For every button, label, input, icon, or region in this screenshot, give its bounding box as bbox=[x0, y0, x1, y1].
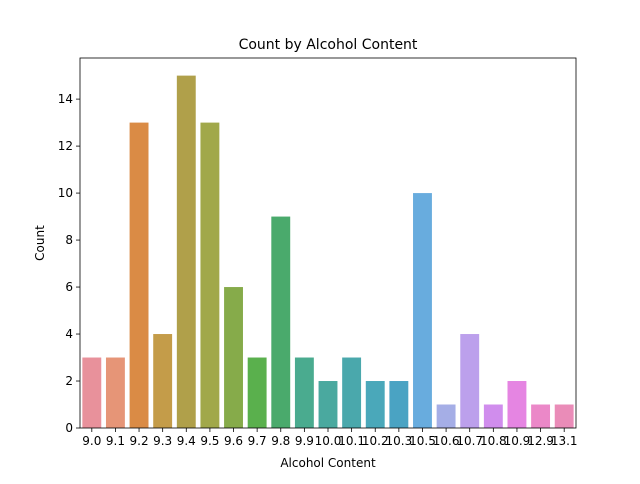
x-tick-label: 9.7 bbox=[248, 434, 267, 448]
x-tick-label: 13.1 bbox=[551, 434, 578, 448]
bar-10.8 bbox=[483, 404, 503, 428]
bar-10.6 bbox=[436, 404, 456, 428]
x-tick-label: 10.3 bbox=[385, 434, 412, 448]
bar-10.7 bbox=[460, 334, 480, 428]
bar-9.7 bbox=[247, 357, 267, 428]
x-axis-label: Alcohol Content bbox=[280, 456, 376, 470]
x-tick-label: 9.3 bbox=[153, 434, 172, 448]
x-tick-label: 10.0 bbox=[315, 434, 342, 448]
x-tick-label: 12.9 bbox=[527, 434, 554, 448]
y-tick-label: 12 bbox=[58, 139, 73, 153]
y-tick-label: 4 bbox=[65, 327, 73, 341]
bar-13.1 bbox=[554, 404, 574, 428]
bar-10.5 bbox=[413, 193, 432, 428]
bar-9.5 bbox=[200, 122, 220, 428]
bar-10.0 bbox=[318, 381, 338, 428]
x-tick-label: 10.7 bbox=[456, 434, 483, 448]
x-tick-label: 10.5 bbox=[409, 434, 436, 448]
x-tick-label: 10.2 bbox=[362, 434, 389, 448]
bar-9.4 bbox=[176, 75, 196, 428]
chart-title: Count by Alcohol Content bbox=[239, 37, 418, 53]
x-tick-label: 9.5 bbox=[200, 434, 219, 448]
x-axis: 9.0 9.1 9.2 9.3 9.4 9.5 9.6 9.7 9.8 9.9 10.010.110… bbox=[82, 428, 578, 448]
bar-10.9 bbox=[507, 381, 527, 428]
y-tick-label: 0 bbox=[65, 421, 73, 435]
bar-12.9 bbox=[531, 404, 551, 428]
bar-9.3 bbox=[153, 334, 173, 428]
x-tick-label: 9.6 bbox=[224, 434, 243, 448]
bar-9.1 bbox=[105, 357, 125, 428]
y-tick-label: 2 bbox=[65, 374, 73, 388]
bars-group bbox=[82, 75, 574, 428]
y-axis-label: Count bbox=[33, 225, 47, 261]
bar-10.1 bbox=[342, 357, 362, 428]
bar-10.2 bbox=[365, 381, 385, 428]
x-tick-label: 9.8 bbox=[271, 434, 290, 448]
x-tick-label: 10.8 bbox=[480, 434, 507, 448]
x-tick-label: 10.1 bbox=[338, 434, 365, 448]
plot-frame bbox=[79, 57, 577, 429]
y-tick-label: 6 bbox=[65, 280, 73, 294]
x-tick-label: 9.1 bbox=[106, 434, 125, 448]
bar-9.2 bbox=[129, 122, 149, 428]
bar-9.9 bbox=[294, 357, 314, 428]
y-axis: 0 2 4 6 8 10 12 14 bbox=[58, 92, 80, 435]
y-tick-label: 14 bbox=[58, 92, 73, 106]
x-tick-label: 9.0 bbox=[82, 434, 101, 448]
bar-9.6 bbox=[224, 287, 243, 428]
x-tick-label: 10.6 bbox=[433, 434, 460, 448]
bar-10.3 bbox=[389, 381, 409, 428]
x-tick-label: 9.2 bbox=[130, 434, 149, 448]
bar-9.0 bbox=[82, 357, 102, 428]
y-tick-label: 10 bbox=[58, 186, 73, 200]
y-tick-label: 8 bbox=[65, 233, 73, 247]
x-tick-label: 10.9 bbox=[504, 434, 531, 448]
x-tick-label: 9.4 bbox=[177, 434, 196, 448]
x-tick-label: 9.9 bbox=[295, 434, 314, 448]
bar-9.8 bbox=[271, 216, 291, 428]
